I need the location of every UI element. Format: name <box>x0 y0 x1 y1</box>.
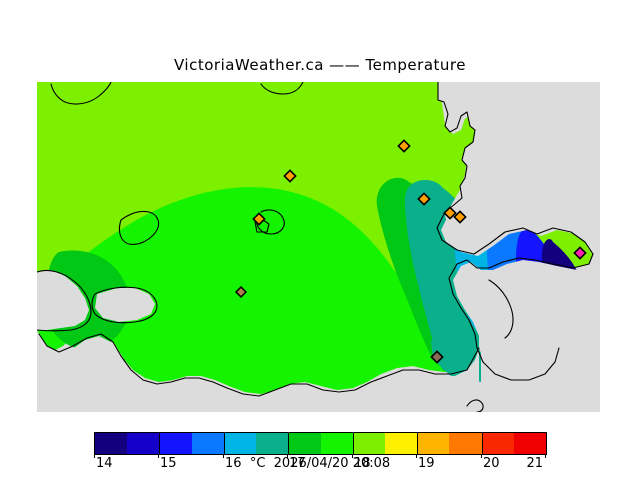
colorbar-cell-1 <box>127 433 160 454</box>
station-marker-4[interactable] <box>443 206 457 220</box>
station-marker-9[interactable] <box>573 246 587 260</box>
temperature-map-panel[interactable] <box>37 82 600 412</box>
colorbar-separator-3 <box>288 433 289 454</box>
colorbar-tickmark-15 <box>158 454 159 458</box>
colorbar: 14 15 16 17 18 19 20 21 °C 2026/04/20 20:08 <box>0 425 640 480</box>
colorbar-cell-5 <box>256 433 289 454</box>
station-marker-5[interactable] <box>453 210 467 224</box>
coastline-east-peninsula <box>448 253 594 349</box>
colorbar-ticklabel-19: 19 <box>418 456 435 471</box>
colorbar-cell-0 <box>95 433 128 454</box>
colorbar-cell-7 <box>320 433 353 454</box>
station-marker-layer[interactable] <box>234 139 587 364</box>
station-marker-7[interactable] <box>234 285 248 299</box>
colorbar-cell-9 <box>384 433 418 454</box>
station-marker-3[interactable] <box>417 192 431 206</box>
colorbar-tickmark-17 <box>287 454 288 458</box>
colorbar-tickmark-18 <box>352 454 353 458</box>
colorbar-ticklabel-17: 17 <box>289 456 306 471</box>
colorbar-tickmark-16 <box>223 454 224 458</box>
coastline-sw-island <box>91 286 158 324</box>
colorbar-cell-12 <box>481 433 514 454</box>
colorbar-ticklabel-18: 18 <box>354 456 371 471</box>
coastline-northeast <box>436 82 476 255</box>
coastline-north-small <box>260 82 304 95</box>
coastline-islet-south <box>466 399 484 412</box>
colorbar-cell-10 <box>417 433 450 454</box>
temperature-contour-map[interactable] <box>37 82 600 412</box>
colorbar-cell-4 <box>223 433 257 454</box>
station-marker-8[interactable] <box>430 350 444 364</box>
colorbar-separator-5 <box>417 433 418 454</box>
colorbar-caption: °C 2026/04/20 20:08 <box>249 456 391 471</box>
colorbar-cell-8 <box>352 433 385 454</box>
colorbar-ticklabel-15: 15 <box>160 456 177 471</box>
coastline-se-bay <box>488 279 514 339</box>
coastline-inland-lake <box>256 209 285 235</box>
colorbar-tickmark-19 <box>416 454 417 458</box>
colorbar-ticklabel-20: 20 <box>483 456 500 471</box>
contour-band-17p8 <box>37 187 457 394</box>
water-mask <box>37 82 600 412</box>
colorbar-tickmark-20 <box>481 454 482 458</box>
coastline-sw-sound <box>37 269 92 332</box>
colorbar-ticklabel-21: 21 <box>526 456 543 471</box>
colorbar-ticklabel-14: 14 <box>96 456 113 471</box>
colorbar-tickmark-21 <box>545 454 546 458</box>
coastline-southeast <box>476 347 560 381</box>
colorbar-cell-2 <box>159 433 192 454</box>
colorbar-ticks: 14 15 16 17 18 19 20 21 <box>0 454 640 471</box>
station-marker-1[interactable] <box>283 169 297 183</box>
colorbar-separator-6 <box>482 433 483 454</box>
colorbar-separator-4 <box>353 433 354 454</box>
colorbar-separator-1 <box>159 433 160 454</box>
colorbar-strip[interactable] <box>94 432 547 455</box>
station-marker-2[interactable] <box>397 139 411 153</box>
colorbar-tickmark-14 <box>94 454 95 458</box>
coastline-northwest <box>50 82 112 105</box>
coastline-south <box>38 333 480 397</box>
station-marker-6[interactable] <box>252 212 266 226</box>
colorbar-cell-3 <box>191 433 224 454</box>
coastline-west-inlet <box>118 210 160 245</box>
coastline-east-upper <box>473 227 594 255</box>
colorbar-ticklabel-16: 16 <box>225 456 242 471</box>
colorbar-cell-6 <box>288 433 321 454</box>
colorbar-cell-11 <box>449 433 482 454</box>
coastline-layer <box>37 82 594 412</box>
page-title: VictoriaWeather.ca —— Temperature <box>174 56 466 74</box>
colorbar-cell-13 <box>513 433 547 454</box>
colorbar-separator-2 <box>224 433 225 454</box>
